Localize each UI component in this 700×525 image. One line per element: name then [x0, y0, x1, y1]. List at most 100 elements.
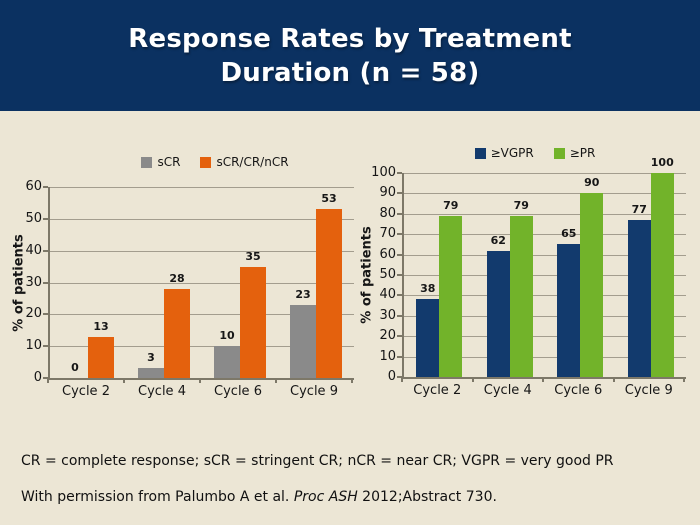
bar [138, 368, 164, 378]
x-tick [401, 377, 403, 382]
y-tick-label: 10 [379, 348, 396, 364]
legend-swatch-icon [553, 147, 565, 159]
legend-swatch-icon [141, 156, 153, 168]
bar [557, 244, 581, 377]
gridline [50, 187, 354, 188]
gridline [50, 282, 354, 284]
bar-value-label: 13 [93, 319, 109, 333]
x-tick [123, 378, 125, 383]
y-tick [397, 274, 402, 276]
gridline [404, 356, 686, 358]
bar [88, 336, 114, 378]
gridline [50, 346, 354, 348]
y-tick-label: 40 [25, 242, 42, 258]
permission-note: With permission from Palumbo A et al. Pr… [21, 489, 497, 505]
permission-suffix: 2012;Abstract 730. [357, 489, 497, 505]
y-tick-label: 40 [379, 287, 396, 303]
y-tick [43, 186, 48, 188]
right-response-chart: ≥VGPR ≥PR% of patients 38 79 62 79 65 90 77 100 0 1… [360, 138, 690, 408]
y-tick-label: 0 [387, 369, 396, 384]
y-tick [43, 281, 48, 284]
y-tick [397, 355, 402, 358]
slide-title-line-1: Response Rates by Treatment [128, 23, 572, 54]
y-tick-label: 30 [25, 274, 42, 290]
bar [164, 288, 190, 378]
gridline [404, 234, 686, 236]
y-tick [397, 212, 402, 215]
slide-header: Response Rates by Treatment Duration (n … [0, 0, 700, 111]
y-tick-label: 10 [25, 338, 42, 354]
x-tick [612, 377, 615, 382]
y-tick [397, 233, 402, 236]
y-tick-label: 60 [379, 246, 396, 262]
y-tick [397, 314, 402, 317]
bar-value-label: 90 [584, 176, 600, 190]
bar-value-label: 0 [71, 361, 79, 374]
x-tick [351, 378, 353, 383]
y-tick-label: 50 [379, 267, 396, 282]
gridline [404, 213, 686, 215]
bar-value-label: 35 [245, 249, 261, 263]
gridline [404, 193, 686, 195]
y-tick-label: 20 [25, 306, 42, 322]
y-tick-label: 20 [379, 328, 396, 344]
gridline [50, 250, 354, 252]
bar [486, 250, 510, 377]
bar [290, 304, 316, 378]
bar-value-label: 77 [631, 202, 647, 216]
y-tick-label: 60 [25, 179, 42, 194]
permission-prefix: With permission from Palumbo A et al. [21, 489, 294, 505]
legend: ≥VGPR ≥PR [394, 146, 676, 160]
bar-value-label: 38 [420, 282, 436, 296]
y-tick [397, 294, 402, 297]
x-axis-label: Cycle 2 [62, 384, 110, 399]
bar-value-label: 100 [650, 156, 674, 169]
left-response-chart: sCR sCR/CR/nCR% of patients 0 13 3 28 10 35 23 53… [12, 140, 360, 408]
bar-value-label: 79 [513, 198, 529, 212]
legend-item: sCR [141, 155, 180, 169]
x-tick [683, 377, 685, 382]
y-tick [397, 172, 402, 174]
bar-value-label: 3 [147, 351, 155, 365]
x-axis-label: Cycle 6 [214, 384, 262, 399]
x-axis-label: Cycle 4 [483, 383, 532, 398]
gridline [404, 275, 686, 276]
y-tick [397, 253, 402, 256]
bar-value-label: 79 [443, 198, 459, 212]
legend-label: sCR/CR/nCR [216, 155, 289, 169]
y-tick [397, 376, 402, 378]
bar [627, 219, 651, 377]
y-tick-label: 50 [25, 210, 42, 226]
permission-citation-italic: Proc ASH [293, 489, 358, 505]
y-tick [43, 377, 48, 379]
y-tick [43, 345, 48, 348]
bar-value-label: 65 [561, 227, 577, 241]
bar [316, 209, 342, 378]
bar [416, 299, 440, 377]
y-tick [43, 313, 48, 316]
gridline [404, 295, 686, 297]
y-tick-label: 80 [379, 205, 396, 221]
bar [240, 266, 266, 378]
y-tick-label: 70 [379, 226, 396, 242]
gridline [404, 315, 686, 317]
legend-label: sCR [157, 155, 181, 169]
bar [214, 346, 240, 378]
legend-item: sCR/CR/nCR [200, 155, 289, 169]
plot-area: 0 13 3 28 10 35 23 53 [48, 187, 354, 380]
legend-item: ≥PR [553, 146, 595, 160]
x-tick [275, 378, 277, 383]
x-tick [471, 377, 474, 382]
bar [650, 173, 674, 377]
plot-area: 38 79 62 79 65 90 77 100 [402, 156, 686, 379]
x-axis-label: Cycle 9 [624, 383, 673, 398]
gridline [50, 218, 354, 220]
bar-value-label: 53 [321, 192, 337, 206]
legend-item: ≥VGPR [474, 146, 534, 160]
x-axis-label: Cycle 4 [138, 384, 186, 399]
bar [580, 193, 604, 377]
bar-value-label: 10 [219, 329, 235, 343]
y-tick-label: 100 [371, 165, 396, 180]
y-tick-label: 0 [33, 370, 42, 385]
